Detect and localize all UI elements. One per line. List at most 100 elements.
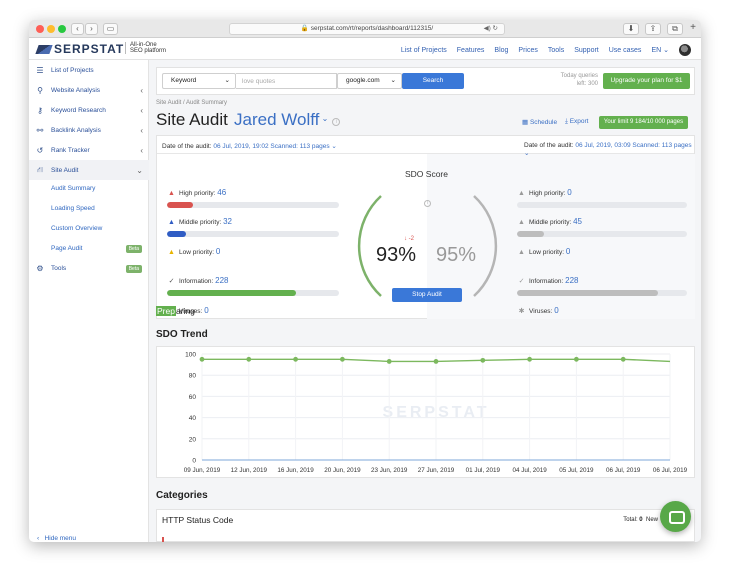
lock-icon: 🔒 — [300, 25, 309, 32]
sidebar-sub-custom-overview[interactable]: Custom Overview — [51, 225, 103, 232]
warning-icon: ▲ — [168, 249, 175, 256]
nav-features[interactable]: Features — [456, 46, 485, 54]
categories-title: Categories — [156, 490, 208, 501]
chevron-left-icon: ‹ — [140, 85, 143, 95]
previous-information[interactable]: ✓ Information: 228 — [518, 276, 579, 285]
beta-badge: Beta — [125, 245, 142, 253]
avatar[interactable] — [679, 44, 691, 56]
search-engine-select[interactable]: google.com ⌄ — [337, 73, 402, 89]
menu-icon: ☰ — [36, 65, 44, 75]
sdo-data-point — [293, 356, 298, 362]
chevron-down-icon: ⌄ — [663, 47, 669, 54]
sidebar-sub-page-audit[interactable]: Page Audit — [51, 245, 83, 252]
nav-use-cases[interactable]: Use cases — [608, 46, 642, 54]
sidebar-item-keyword-research[interactable]: ⚷ Keyword Research ‹ — [29, 100, 149, 120]
sdo-score-gauges — [357, 195, 498, 297]
share-icon[interactable]: ⇪ — [645, 23, 661, 35]
back-button[interactable]: ‹ — [71, 23, 84, 35]
stop-audit-button[interactable]: Stop Audit — [392, 288, 462, 302]
http-status-card: HTTP Status Code Total: 0 New — [156, 509, 695, 542]
breadcrumb[interactable]: Site Audit / Audit Summary — [156, 100, 228, 106]
warning-icon: ▲ — [168, 190, 175, 197]
x-tick-label: 20 Jun, 2019 — [324, 467, 361, 474]
sitemap-icon: ⛙ — [37, 165, 43, 174]
hide-menu-button[interactable]: ‹ Hide menu — [37, 535, 77, 542]
y-tick-label: 40 — [189, 415, 197, 422]
previous-information-bar — [517, 290, 687, 296]
sidebar-item-list-of-projects[interactable]: ☰ List of Projects — [29, 60, 149, 80]
project-selector[interactable]: Jared Wolff ⌄ i — [234, 110, 341, 130]
previous-viruses[interactable]: ✱ Viruses: 0 — [518, 306, 559, 315]
previous-high-priority[interactable]: ▲ High priority: 0 — [518, 188, 572, 197]
sdo-trend-chart: SERPSTAT 0 20 40 60 80 100 09 Jun, 2019 12 Jun, … — [156, 346, 695, 478]
http-status-totals: Total: 0 New — [623, 517, 658, 523]
current-middle-priority[interactable]: ▲ Middle priority: 32 — [168, 217, 232, 226]
queries-quota: Today queries left: 300 — [560, 73, 598, 87]
reload-icon[interactable]: ◀) ↻ — [483, 25, 498, 32]
search-button[interactable]: Search — [402, 73, 464, 89]
chevron-down-icon: ⌄ — [136, 165, 143, 175]
y-tick-label: 20 — [189, 436, 197, 443]
serpstat-logo[interactable]: SERPSTAT — [35, 42, 124, 56]
sdo-data-point — [574, 356, 579, 362]
y-tick-label: 0 — [192, 458, 196, 465]
sdo-trend-svg: SERPSTAT 0 20 40 60 80 100 09 Jun, 2019 12 Jun, … — [184, 352, 688, 475]
schedule-button[interactable]: ▦ Schedule — [522, 119, 558, 126]
nav-list-of-projects[interactable]: List of Projects — [400, 46, 447, 54]
sidebar-item-tools[interactable]: ⚙ Tools — [29, 258, 149, 278]
upgrade-button[interactable]: Upgrade your plan for $1 — [603, 73, 690, 89]
sidebar-item-backlink-analysis[interactable]: ⚯ Backlink Analysis ‹ — [29, 120, 149, 140]
sidebar-item-site-audit[interactable]: ⛙ Site Audit ⌄ — [29, 160, 149, 180]
chat-widget-button[interactable] — [660, 501, 691, 532]
previous-score-arc — [473, 195, 498, 297]
nav-tools[interactable]: Tools — [547, 46, 565, 54]
download-icon[interactable]: ⬇ — [623, 23, 639, 35]
previous-high-priority-bar — [517, 202, 687, 208]
sidebar-sub-audit-summary[interactable]: Audit Summary — [51, 185, 96, 192]
warning-icon: ▲ — [518, 249, 525, 256]
check-icon: ✓ — [518, 278, 525, 285]
current-high-priority[interactable]: ▲ High priority: 46 — [168, 188, 227, 197]
chevron-down-icon: ⌄ — [331, 143, 337, 150]
info-icon[interactable]: i — [332, 118, 341, 126]
y-tick-label: 80 — [189, 373, 197, 380]
sidebar-item-website-analysis[interactable]: ⚲ Website Analysis ‹ — [29, 80, 149, 100]
chevron-left-icon: ‹ — [37, 535, 40, 542]
new-tab-icon[interactable]: + — [690, 22, 696, 33]
nav-support[interactable]: Support — [574, 46, 599, 54]
previous-middle-priority[interactable]: ▲ Middle priority: 45 — [518, 217, 582, 226]
search-input[interactable] — [236, 73, 337, 89]
tabs-icon[interactable]: ⧉ — [667, 23, 683, 35]
check-icon: ✓ — [168, 278, 175, 285]
info-icon[interactable]: i — [424, 200, 431, 207]
sdo-data-point — [480, 357, 486, 363]
sidebar-toggle-icon[interactable]: ▭ — [103, 23, 118, 35]
http-status-title: HTTP Status Code — [162, 515, 234, 525]
search-type-select[interactable]: Keyword ⌄ — [162, 73, 236, 89]
current-information[interactable]: ✓ Information: 228 — [168, 276, 229, 285]
sdo-data-point — [246, 356, 252, 362]
current-low-priority[interactable]: ▲ Low priority: 0 — [168, 247, 221, 256]
sidebar-sub-loading-speed[interactable]: Loading Speed — [51, 205, 95, 212]
bug-icon: ✱ — [518, 308, 525, 315]
x-tick-label: 04 Jul, 2019 — [512, 467, 547, 474]
nav-blog[interactable]: Blog — [494, 46, 509, 54]
minimize-window-button[interactable] — [47, 25, 55, 33]
sidebar-item-rank-tracker[interactable]: ↺ Rank Tracker ‹ — [29, 140, 149, 160]
current-score: 93% — [376, 244, 417, 266]
chevron-left-icon: ‹ — [140, 145, 143, 155]
previous-audit-date[interactable]: Date of the audit: 06 Jul, 2019, 03:09 S… — [524, 142, 692, 157]
address-bar[interactable]: 🔒 serpstat.com/rt/reports/dashboard/1123… — [229, 23, 505, 35]
zoom-window-button[interactable] — [58, 25, 66, 33]
current-audit-date[interactable]: Date of the audit: 06 Jul, 2019, 19:02 S… — [162, 143, 337, 150]
close-window-button[interactable] — [36, 25, 44, 33]
score-delta: ↓ -2 — [404, 236, 415, 242]
language-selector[interactable]: EN ⌄ — [651, 47, 669, 54]
forward-button[interactable]: › — [85, 23, 98, 35]
sidebar: ☰ List of Projects ⚲ Website Analysis ‹ ⚷ Ke… — [29, 60, 149, 542]
sdo-score-title: SDO Score — [405, 169, 448, 179]
export-button[interactable]: ⤓ Export — [565, 118, 589, 125]
previous-middle-priority-bar — [517, 231, 687, 237]
nav-prices[interactable]: Prices — [518, 46, 538, 54]
previous-low-priority[interactable]: ▲ Low priority: 0 — [518, 247, 571, 256]
